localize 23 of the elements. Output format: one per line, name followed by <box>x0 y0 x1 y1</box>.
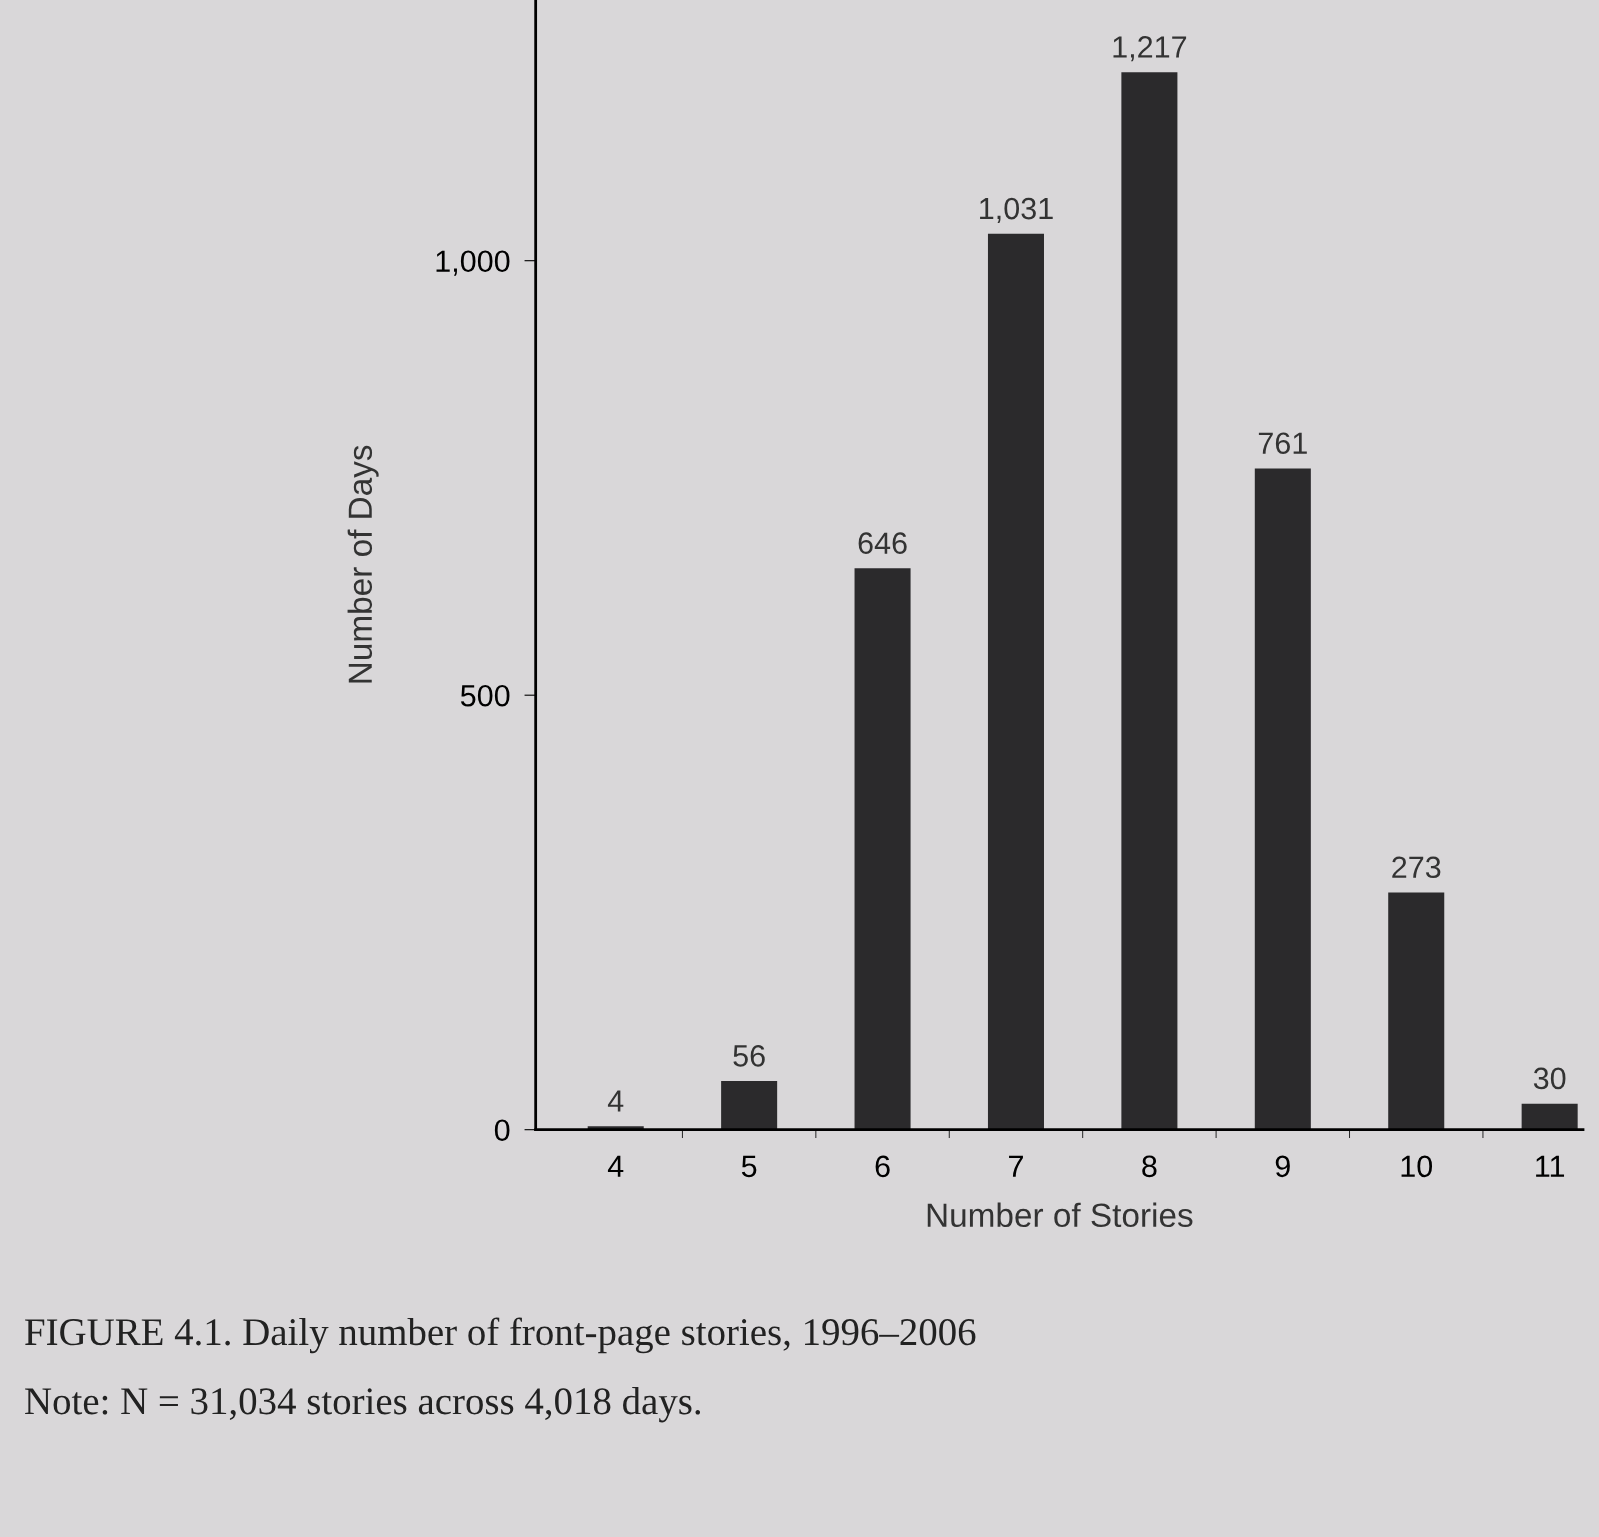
data-label: 1,031 <box>980 197 1053 223</box>
data-label: 1,217 <box>1113 36 1187 62</box>
data-label: 30 <box>1533 1067 1566 1090</box>
x-tick-label: 7 <box>1009 1155 1023 1177</box>
y-tick-label: 0 <box>494 1119 510 1142</box>
data-label: 4 <box>607 1090 624 1112</box>
data-label: 761 <box>1258 432 1307 455</box>
x-tick-label: 6 <box>875 1155 890 1178</box>
x-tick-label: 10 <box>1401 1155 1433 1178</box>
y-tick-label: 1,000 <box>436 250 510 276</box>
x-axis-title: Number of Stories <box>927 1202 1193 1228</box>
data-label: 273 <box>1392 856 1441 879</box>
x-tick-label: 4 <box>607 1155 624 1177</box>
data-label: 56 <box>733 1045 765 1067</box>
text: Note: N = 31,034 stories across 4,018 days. <box>25 1387 701 1423</box>
y-tick-label: 500 <box>460 684 510 707</box>
data-label: 646 <box>858 532 907 554</box>
caption: FIGURE 4.1. Daily number of front-page stories, 1996–2006 <box>25 1317 976 1354</box>
x-tick-label: 11 <box>1536 1155 1565 1177</box>
x-tick-label: 9 <box>1275 1155 1290 1178</box>
x-tick-label: 5 <box>741 1155 757 1178</box>
y-axis-title: Number of Days <box>347 445 379 683</box>
x-tick-label: 8 <box>1142 1155 1157 1178</box>
